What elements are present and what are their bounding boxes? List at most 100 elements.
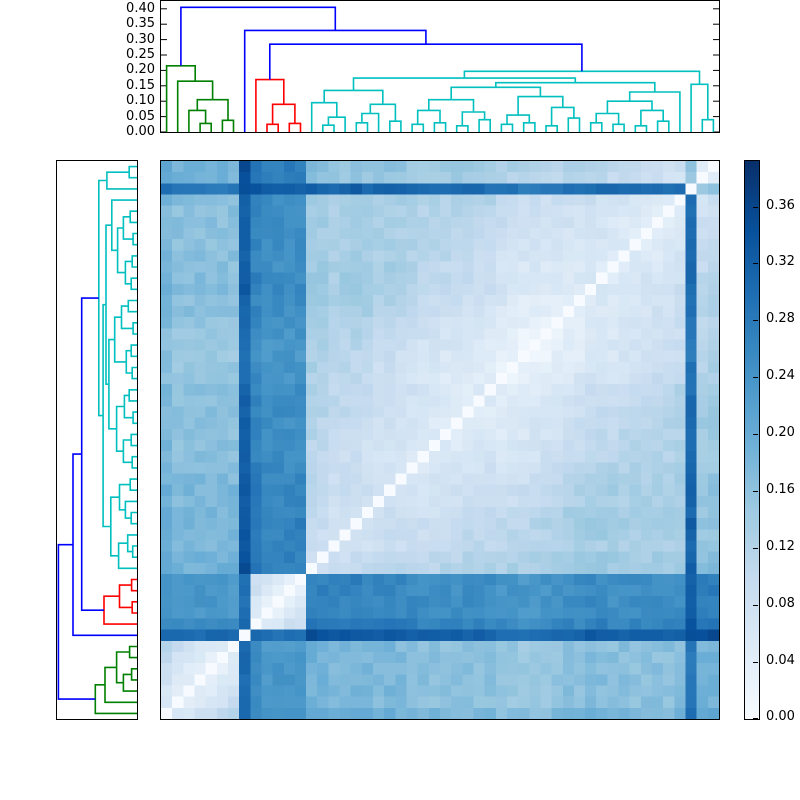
top-axis-tick-label: 0.30 [126, 31, 155, 47]
top-dendrogram-link-green [176, 80, 214, 132]
colorbar-tick-label: 0.12 [766, 539, 795, 555]
top-dendrogram-link-cyan [478, 118, 491, 132]
row-dendrogram-link-cyan [106, 171, 137, 190]
top-dendrogram-link-green [199, 122, 212, 132]
top-dendrogram-link-cyan [517, 95, 564, 116]
row-dendrogram-link-cyan [129, 210, 137, 224]
top-dendrogram-link-cyan [355, 122, 369, 132]
colorbar-tick [753, 263, 758, 264]
row-dendrogram-link-cyan [130, 277, 137, 291]
top-dendrogram-link-green [188, 109, 207, 132]
row-dendrogram [56, 160, 138, 720]
row-dendrogram-link-cyan [131, 545, 137, 558]
colorbar-tick [753, 718, 758, 719]
row-dendrogram-link-cyan [132, 411, 137, 425]
top-dendrogram-link-cyan [352, 77, 577, 91]
row-dendrogram-link-cyan [111, 199, 137, 252]
top-axis-tick-label: 0.20 [126, 62, 155, 78]
colorbar-tick [753, 662, 758, 663]
row-dendrogram-link-cyan [113, 316, 127, 363]
row-dendrogram-link-cyan [131, 455, 137, 469]
top-dendrogram-link-red [271, 103, 296, 125]
top-dendrogram-link-cyan [545, 125, 558, 132]
row-dendrogram-link-cyan [132, 322, 137, 335]
top-dendrogram-link-cyan [656, 120, 670, 132]
colorbar-tick-label: 0.28 [766, 311, 795, 327]
top-dendrogram-link-blue [269, 43, 583, 80]
colorbar-tick [753, 548, 758, 549]
colorbar [744, 160, 760, 720]
row-dendrogram-link-green [122, 673, 137, 692]
row-dendrogram-link-cyan [98, 179, 107, 417]
colorbar-tick-label: 0.16 [766, 482, 795, 498]
top-axis-tick-label: 0.40 [126, 0, 155, 16]
colorbar-tick-label: 0.08 [766, 596, 795, 612]
colorbar-tick [753, 434, 758, 435]
top-dendrogram-link-cyan [550, 106, 575, 126]
colorbar-tick [753, 377, 758, 378]
row-dendrogram-link-cyan [116, 227, 126, 274]
colorbar-gradient [745, 161, 759, 719]
row-dendrogram-link-cyan [130, 511, 137, 525]
top-axis-tick-label: 0.15 [126, 77, 155, 93]
row-dendrogram-link-blue [80, 297, 104, 611]
colorbar-tick-label: 0.04 [766, 653, 795, 669]
top-axis-tick-label: 0.35 [126, 16, 155, 32]
row-dendrogram-link-cyan [129, 478, 137, 491]
top-dendrogram-link-cyan [500, 123, 514, 132]
row-dendrogram-link-cyan [130, 344, 137, 358]
top-axis-tick-label: 0.05 [126, 108, 155, 124]
top-dendrogram-link-blue [180, 6, 337, 66]
row-dendrogram-link-green [128, 645, 137, 659]
row-dendrogram-link-cyan [130, 433, 137, 447]
top-dendrogram-link-cyan [589, 122, 603, 132]
top-axis-tick-label: 0.00 [126, 124, 155, 139]
top-dendrogram-link-cyan [322, 124, 335, 132]
row-dendrogram-link-green [130, 668, 137, 681]
heatmap-canvas [161, 161, 719, 719]
top-dendrogram-link-cyan [634, 125, 648, 132]
row-dendrogram-link-cyan [122, 216, 134, 240]
top-dendrogram-link-cyan [433, 122, 447, 132]
row-dendrogram-link-red [130, 578, 137, 592]
row-dendrogram-link-red [131, 601, 137, 614]
row-dendrogram-link-cyan [131, 255, 137, 268]
top-dendrogram [160, 0, 720, 133]
top-dendrogram-link-green [221, 119, 235, 132]
colorbar-tick [753, 320, 758, 321]
top-dendrogram-link-green [165, 65, 196, 132]
row-dendrogram-link-cyan [120, 305, 134, 330]
top-dendrogram-link-red [266, 123, 279, 132]
row-dendrogram-link-green [94, 684, 137, 715]
row-dendrogram-link-red [118, 584, 133, 609]
colorbar-tick-label: 0.32 [766, 254, 795, 270]
top-axis-tick-label: 0.10 [126, 93, 155, 109]
top-dendrogram-link-red [288, 122, 302, 132]
top-dendrogram-link-cyan [389, 120, 402, 132]
colorbar-tick-label: 0.24 [766, 368, 795, 384]
row-dendrogram-link-cyan [132, 232, 137, 246]
colorbar-tick [753, 491, 758, 492]
row-dendrogram-link-cyan [128, 389, 137, 402]
top-dendrogram-link-cyan [701, 118, 715, 132]
colorbar-tick [753, 207, 758, 208]
colorbar-tick-label: 0.36 [766, 197, 795, 213]
top-dendrogram-link-cyan [640, 109, 664, 126]
top-dendrogram-link-cyan [455, 125, 469, 132]
top-dendrogram-link-cyan [606, 100, 653, 114]
row-dendrogram-link-cyan [127, 299, 137, 313]
colorbar-tick [753, 605, 758, 606]
top-dendrogram-link-cyan [522, 122, 536, 132]
row-dendrogram-link-cyan [131, 366, 137, 380]
top-axis-tick-label: 0.25 [126, 47, 155, 62]
top-dendrogram-link-cyan [567, 117, 581, 132]
top-dendrogram-link-cyan [411, 123, 425, 132]
top-dendrogram-link-cyan [450, 86, 542, 100]
row-dendrogram-link-blue [57, 543, 96, 700]
colorbar-tick-label: 0.20 [766, 425, 795, 441]
distance-heatmap [160, 160, 720, 720]
row-dendrogram-link-cyan [110, 496, 120, 557]
colorbar-tick-label: 0.00 [766, 709, 795, 724]
top-dendrogram-link-cyan [612, 123, 625, 132]
